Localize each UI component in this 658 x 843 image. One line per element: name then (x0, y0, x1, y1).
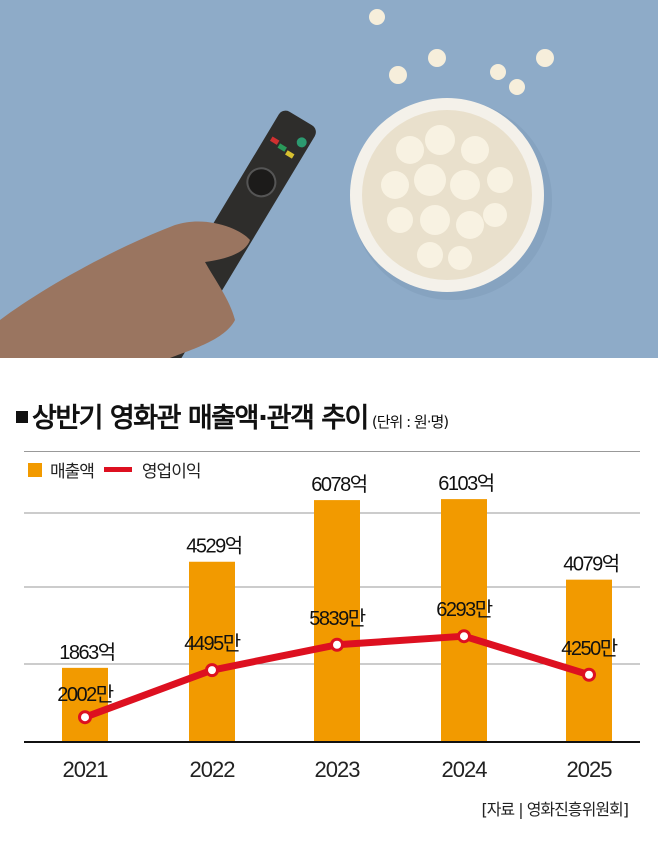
legend-bar-label: 매출액 (50, 462, 95, 482)
title-divider (24, 451, 640, 452)
legend-line-swatch-icon (103, 467, 132, 472)
bar-label-2024: 6103억 (438, 472, 493, 495)
bar-2021 (62, 667, 108, 742)
bar-2022 (189, 561, 235, 742)
chart-title: 상반기 영화관 매출액·관객 추이 (단위 : 원·명) (16, 396, 449, 435)
bar-2025 (566, 579, 612, 742)
line-point-2023 (330, 637, 344, 652)
legend: 매출액 영업이익 (28, 457, 202, 482)
popcorn-bowl-icon (350, 9, 554, 300)
source-note: [자료 | 영화진흥위원회] (481, 800, 629, 819)
title-bullet-icon (16, 411, 28, 423)
bar-2024 (441, 499, 487, 742)
line-label-2024: 6293만 (436, 598, 492, 621)
title-text: 상반기 영화관 매출액·관객 추이 (32, 403, 369, 434)
line-point-2024 (457, 629, 471, 644)
header-photo (0, 0, 658, 358)
legend-line-label: 영업이익 (141, 462, 202, 482)
bar-label-2023: 6078억 (311, 473, 366, 496)
line-label-2025: 4250만 (561, 637, 617, 660)
line-point-2021 (78, 710, 92, 725)
line-point-2025 (582, 667, 596, 682)
line-point-2022 (205, 663, 219, 678)
unit-label: (단위 : 원·명) (371, 413, 449, 431)
line-label-2021: 2002만 (57, 683, 113, 706)
line-label-2023: 5839만 (309, 607, 365, 630)
bar-2023 (314, 500, 360, 742)
hand-icon (0, 221, 250, 358)
legend-bar-swatch-icon (28, 462, 42, 477)
x-tick-label-2024: 2024 (442, 757, 488, 782)
line-label-2022: 4495만 (184, 632, 240, 655)
x-tick-label-2022: 2022 (190, 757, 236, 782)
x-tick-label-2025: 2025 (567, 757, 613, 782)
bar-label-2022: 4529억 (186, 535, 241, 558)
bar-label-2025: 4079억 (563, 553, 618, 576)
x-tick-label-2023: 2023 (315, 757, 361, 782)
bar-label-2021: 1863억 (59, 641, 114, 664)
x-tick-label-2021: 2021 (63, 757, 109, 782)
